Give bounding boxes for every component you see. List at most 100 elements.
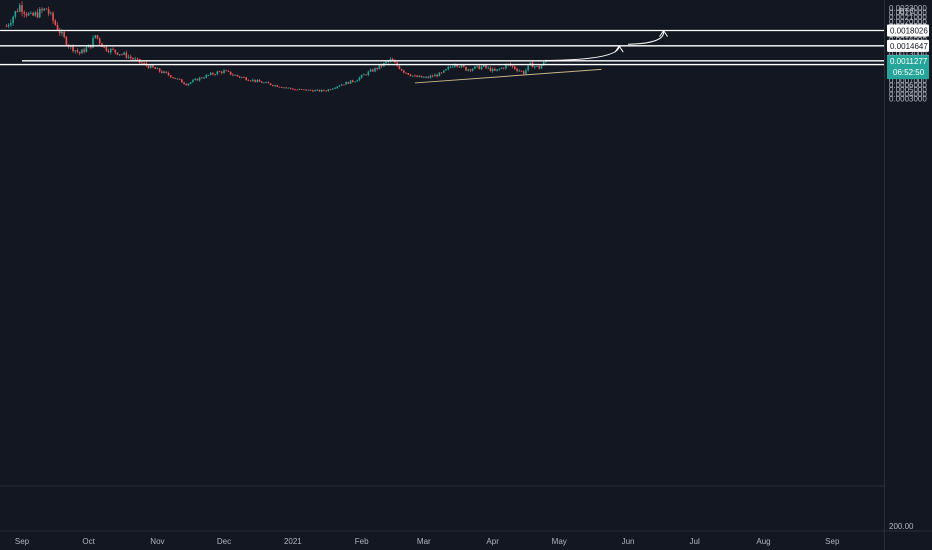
candle [21,1,23,17]
candle [105,45,108,52]
candle [152,64,154,68]
candle [285,86,287,89]
y-tick-label: 0.0005000 [889,86,927,95]
candle [491,67,494,73]
candle [369,68,372,72]
x-tick-label: Dec [217,537,231,546]
y-tick-label: 0.0004000 [889,90,927,99]
candle [316,89,319,92]
candle [365,73,367,76]
candle [94,35,97,39]
candle [487,66,489,69]
candle [18,3,21,13]
candle [163,70,165,74]
candle [103,46,105,49]
current-price-label: 0.0011277 06:52:50 [887,55,929,80]
y-tick-label: 0.0007000 [889,76,927,85]
candle [409,73,412,77]
candle [110,47,112,55]
candle [516,67,518,73]
candle [427,75,430,79]
candle [349,80,352,84]
candle [329,88,332,91]
y-tick-label: 0.0020000 [889,18,927,27]
candle [436,73,438,78]
candle [358,76,361,82]
projection-arrow[interactable] [628,29,668,45]
candle [502,67,505,70]
candle [520,70,523,72]
candle [440,72,443,74]
candle [434,73,436,77]
support-trendline[interactable] [414,68,602,84]
x-axis: Sep Oct Nov Dec 2021 Feb Mar Apr May Jun Jul Aug Sep [15,537,840,546]
candle [218,70,221,73]
candle [165,71,168,74]
candle [374,67,376,73]
x-tick-label: Oct [82,537,95,546]
x-tick-label: Jul [690,537,700,546]
candle [443,70,445,74]
candle [494,67,496,72]
candle [227,70,230,72]
candle [256,78,259,83]
x-tick-label: Mar [417,537,431,546]
candle [447,65,450,71]
candle [474,66,476,70]
candle [423,76,425,78]
candle [431,74,434,78]
candle [96,35,99,40]
candle [249,80,252,82]
candle [283,87,285,89]
candle [14,10,17,19]
candle [489,66,492,72]
y-tick-label: 0.0021000 [889,13,927,22]
candle [112,47,114,51]
candle [214,73,216,76]
candle [334,86,336,90]
candle [514,65,516,70]
candle [161,70,163,74]
candle [429,74,432,79]
candle [312,89,314,92]
candle [30,11,32,15]
candle [338,84,341,88]
candle [498,68,501,71]
projection-arrow[interactable] [545,45,624,62]
candle [325,90,327,92]
candle [7,23,10,29]
candle [205,73,208,79]
candle [81,48,83,54]
candle [305,89,307,91]
candle [118,54,121,57]
candle [267,81,270,84]
currency-label: BTC [899,7,915,16]
candle [123,51,125,56]
candle [114,49,117,55]
x-tick-label: Apr [486,537,499,546]
candle [525,68,527,76]
candle [76,48,79,54]
candle [467,68,470,72]
candle [156,67,159,70]
candle [36,8,39,19]
candle [378,65,381,70]
x-tick-label: Feb [355,537,369,546]
y-axis: 0.00030000.00040000.00050000.00060000.00… [889,4,927,104]
candle [407,72,410,75]
candle [41,7,43,14]
y-tick-label: 0.0006000 [889,81,927,90]
svg-text:0.0018026: 0.0018026 [890,27,928,36]
candle [78,51,81,56]
candle [258,78,261,82]
candle [236,74,239,77]
candle [292,88,294,90]
candle [203,76,205,80]
y-tick-label: 0.0022000 [889,9,927,18]
candle [12,15,14,26]
current-price-value: 0.0011277 [890,57,928,66]
candle [320,89,323,93]
y-tick-label: 0.0003000 [889,95,927,104]
candle [221,70,223,75]
